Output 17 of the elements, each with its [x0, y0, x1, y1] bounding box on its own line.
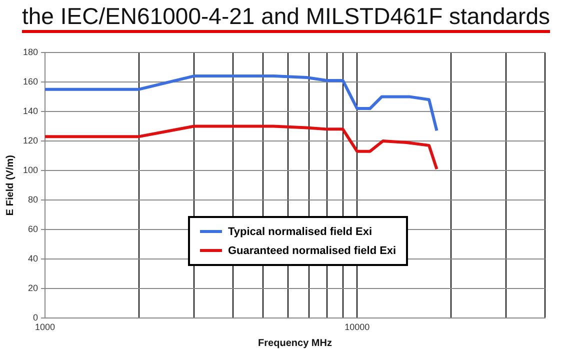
- y-tick-label: 120: [22, 135, 38, 146]
- y-tick-label: 100: [22, 165, 38, 176]
- legend-label: Typical normalised field Exi: [228, 226, 372, 238]
- x-axis-title: Frequency MHz: [258, 338, 332, 349]
- y-tick-label: 20: [28, 283, 38, 294]
- legend-label: Guaranteed normalised field Exi: [228, 244, 396, 256]
- x-tick-label: 1000: [35, 322, 56, 332]
- y-axis-title: E Field (V/m): [4, 155, 16, 216]
- chart-title: the IEC/EN61000-4-21 and MILSTD461F standards: [22, 2, 550, 33]
- y-tick-label: 80: [28, 194, 38, 205]
- y-tick-label: 40: [28, 254, 38, 264]
- y-tick-label: 0: [33, 312, 38, 323]
- y-tick-label: 160: [22, 76, 38, 86]
- x-tick-label: 10000: [344, 322, 370, 332]
- y-tick-label: 140: [22, 106, 38, 116]
- y-tick-label: 60: [28, 224, 38, 234]
- y-tick-label: 180: [22, 46, 38, 57]
